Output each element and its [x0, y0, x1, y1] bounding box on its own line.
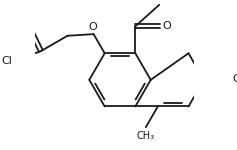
Text: Cl: Cl [1, 56, 12, 66]
Text: O: O [88, 22, 97, 32]
Text: O: O [232, 74, 237, 84]
Text: O: O [163, 21, 171, 31]
Text: CH₃: CH₃ [136, 131, 155, 141]
